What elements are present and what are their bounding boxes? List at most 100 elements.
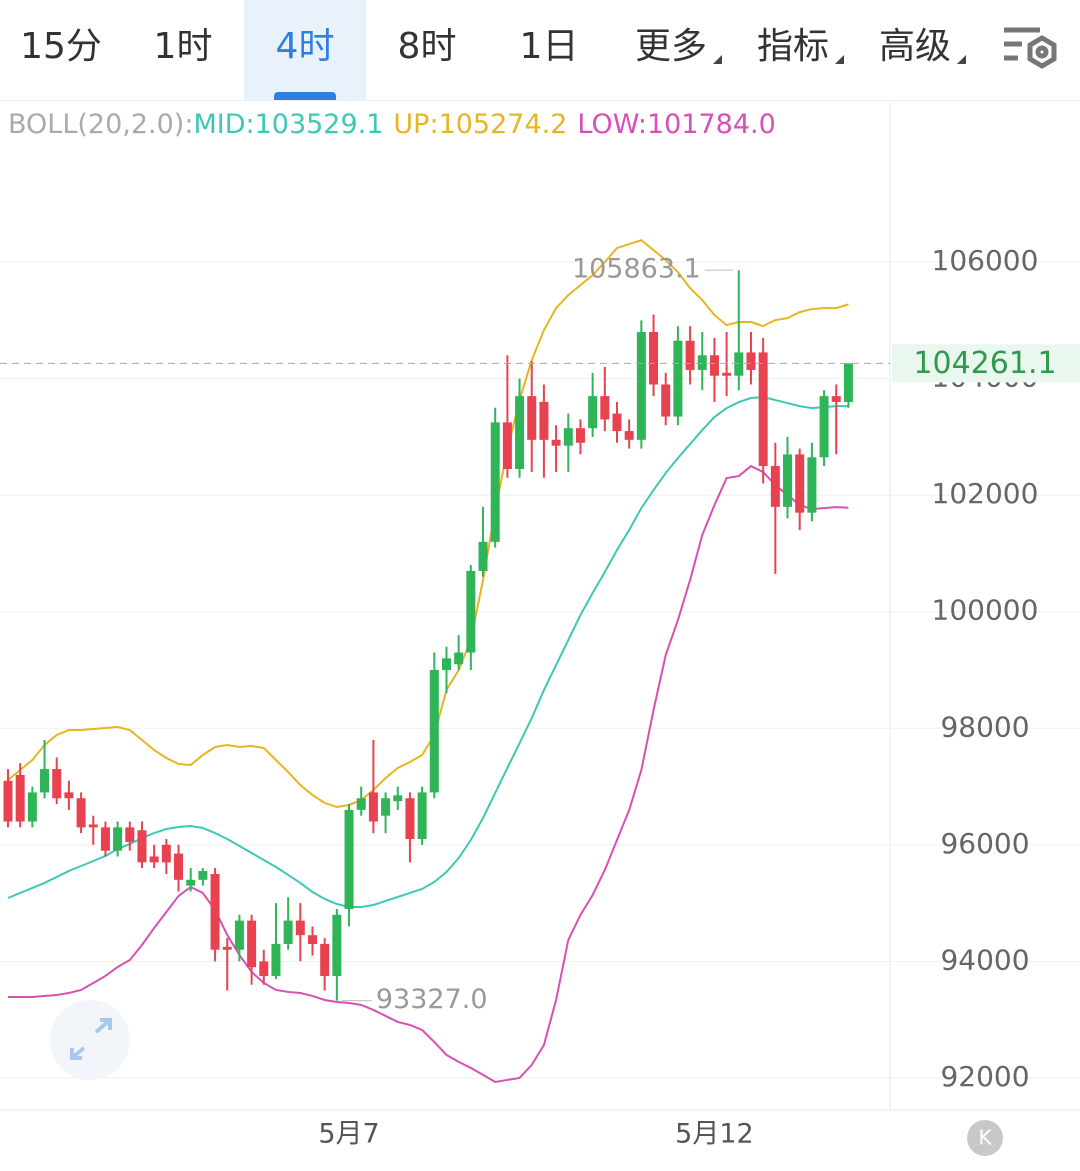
candle-body: [685, 340, 695, 370]
candle-body: [137, 830, 147, 863]
candle-body: [478, 541, 488, 571]
candle-body: [466, 570, 476, 653]
band-line: [7, 396, 849, 908]
legend-entry: MID:103529.1: [193, 109, 383, 140]
candle-body: [344, 809, 354, 909]
candle-body: [174, 853, 184, 880]
candle-body: [113, 827, 123, 851]
candle-body: [746, 352, 756, 370]
min-label: 93327.0: [376, 984, 488, 1015]
y-tick-label: 98000: [940, 710, 1029, 743]
candle-body: [673, 340, 683, 417]
candle-body: [405, 798, 415, 840]
x-tick-label: 5月7: [318, 1119, 379, 1150]
tab[interactable]: 1时: [153, 26, 213, 67]
candle-body: [819, 396, 829, 458]
candle-body: [502, 422, 512, 469]
candle-body: [770, 466, 780, 507]
candle-body: [393, 795, 403, 802]
candle-body: [417, 792, 427, 840]
candle-body: [636, 332, 646, 440]
corner-button-label[interactable]: K: [978, 1126, 992, 1150]
candle-body: [368, 792, 378, 822]
candle-body: [198, 871, 208, 880]
candle-body: [52, 769, 62, 799]
y-tick-label: 100000: [932, 594, 1039, 627]
candle-body: [588, 396, 598, 429]
candle-body: [527, 396, 537, 440]
candle-body: [308, 935, 317, 944]
candle-body: [259, 961, 269, 976]
tab[interactable]: 更多: [610, 0, 732, 100]
candle-body: [125, 827, 135, 842]
candle-body: [271, 943, 281, 976]
candle-body: [234, 920, 244, 950]
candle-body: [515, 396, 525, 469]
tab[interactable]: 指标: [732, 0, 854, 100]
expand-icon[interactable]: [50, 1000, 130, 1080]
candle-body: [40, 769, 50, 793]
tab[interactable]: 高级: [854, 0, 976, 100]
indicator-legend: BOLL(20,2.0):MID:103529.1 UP:105274.2 LOW:…: [8, 109, 776, 140]
candle-body: [332, 914, 342, 976]
corner-button[interactable]: [967, 1120, 1003, 1156]
candle-body: [320, 943, 330, 976]
candle-body: [76, 798, 86, 828]
band-line: [7, 239, 849, 809]
candle-body: [758, 352, 768, 467]
tab[interactable]: 1日: [519, 26, 579, 67]
candle-body: [795, 454, 805, 513]
candle-body: [27, 792, 37, 822]
candle-body: [283, 920, 293, 944]
tab-bar: 15分 1时 4时 8时 1日 更多 指标 高级: [0, 0, 1080, 101]
candle-body: [539, 401, 549, 440]
candle-body: [381, 798, 391, 816]
tab[interactable]: 8时: [397, 26, 457, 67]
band-line: [8, 464, 849, 1084]
candle-body: [247, 920, 257, 968]
candle-body: [831, 396, 841, 402]
candle-body: [783, 454, 793, 507]
legend-entry: LOW:101784.0: [577, 109, 775, 140]
candle-body: [15, 774, 25, 822]
candle-body: [441, 658, 451, 671]
indicator-label: BOLL(20,2.0):: [8, 109, 193, 140]
candle-body: [807, 457, 817, 513]
candle-body: [149, 856, 159, 863]
tab[interactable]: 4时: [244, 0, 366, 100]
candle-body: [100, 827, 110, 851]
candle-body: [186, 879, 196, 886]
candle-body: [551, 439, 561, 446]
x-tick-label: 5月12: [675, 1119, 754, 1150]
y-tick-label: 106000: [932, 244, 1039, 277]
candle-body: [210, 873, 220, 950]
legend-entry: UP:105274.2: [393, 109, 567, 140]
candle-body: [88, 824, 98, 828]
candle-body: [661, 384, 671, 417]
candle-body: [295, 920, 305, 936]
candle-body: [843, 363, 853, 402]
candle-body: [454, 652, 464, 665]
candle-body: [697, 355, 707, 370]
last-price-label: 104261.1: [913, 346, 1056, 381]
y-tick-label: 94000: [940, 943, 1029, 976]
y-tick-label: 96000: [940, 827, 1029, 860]
candle-body: [649, 332, 659, 385]
tab[interactable]: 15分: [20, 26, 102, 67]
candle-body: [563, 428, 573, 446]
candle-body: [734, 352, 744, 376]
candle-body: [429, 670, 439, 793]
candle-body: [161, 844, 171, 863]
candle-body: [356, 798, 366, 810]
candle-body: [64, 792, 74, 799]
candle-body: [722, 372, 732, 376]
y-tick-label: 102000: [932, 477, 1039, 510]
candle-body: [600, 396, 610, 420]
candle-body: [222, 946, 232, 950]
candle-body: [624, 431, 634, 440]
candle-body: [3, 780, 13, 822]
candle-body: [575, 428, 585, 443]
settings-icon[interactable]: [1004, 27, 1057, 69]
candle-body: [709, 355, 719, 376]
